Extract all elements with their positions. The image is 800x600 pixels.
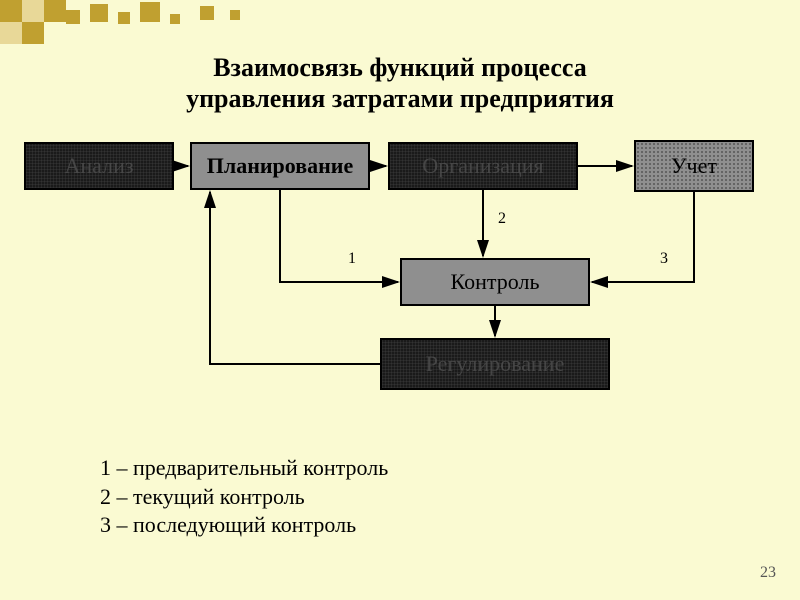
title-line-2: управления затратами предприятия — [186, 84, 614, 113]
legend-item: 1 – предварительный контроль — [100, 454, 388, 483]
slide-number: 23 — [760, 564, 776, 582]
corner-decoration — [0, 0, 280, 40]
edge-label-3: 3 — [660, 250, 668, 268]
legend-item: 2 – текущий контроль — [100, 483, 388, 512]
legend: 1 – предварительный контроль 2 – текущий… — [100, 454, 388, 540]
node-control: Контроль — [400, 258, 590, 306]
node-label: Контроль — [451, 269, 540, 295]
node-label: Учет — [671, 153, 717, 179]
title-line-1: Взаимосвязь функций процесса — [213, 53, 587, 82]
node-accounting: Учет — [634, 140, 754, 192]
slide-title: Взаимосвязь функций процесса управления … — [0, 52, 800, 114]
legend-item: 3 – последующий контроль — [100, 511, 388, 540]
node-label: Организация — [422, 153, 543, 179]
node-regulation: Регулирование — [380, 338, 610, 390]
node-organization: Организация — [388, 142, 578, 190]
node-label: Планирование — [207, 153, 354, 179]
edge-label-1: 1 — [348, 250, 356, 268]
node-label: Анализ — [64, 153, 133, 179]
node-analysis: Анализ — [24, 142, 174, 190]
node-planning: Планирование — [190, 142, 370, 190]
edge-label-2: 2 — [498, 210, 506, 228]
node-label: Регулирование — [426, 351, 565, 377]
